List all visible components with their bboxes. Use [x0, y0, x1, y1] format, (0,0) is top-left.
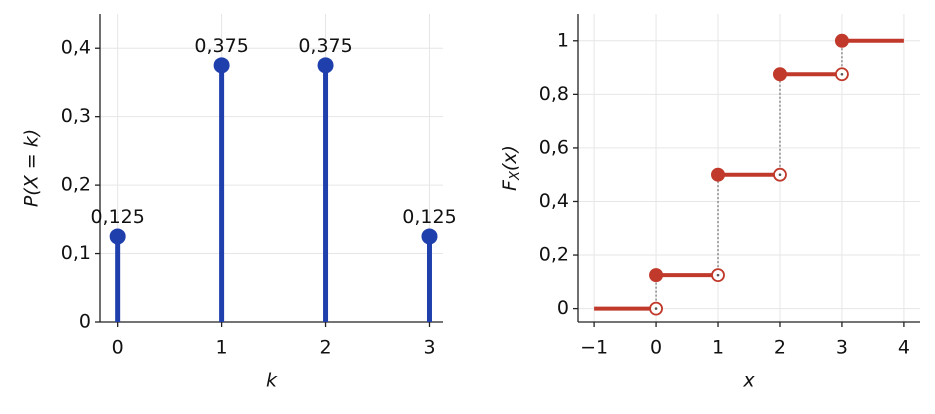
y-tick-label: 0,4	[539, 190, 569, 212]
stem-head	[317, 57, 334, 74]
y-label-sub: X	[508, 170, 523, 181]
y-tick-label: 0,2	[61, 174, 91, 196]
x-tick-label: 0	[112, 337, 124, 359]
y-tick-label: 0,4	[61, 37, 91, 59]
y-tick-label: 0,1	[61, 242, 91, 264]
x-tick-label: 2	[774, 337, 786, 359]
x-tick-label: −1	[580, 337, 608, 359]
x-tick-label: 0	[650, 337, 662, 359]
x-tick-label: 4	[898, 337, 910, 359]
value-label: 0,375	[194, 35, 248, 57]
x-tick-label: 1	[712, 337, 724, 359]
y-tick-label: 0	[79, 311, 91, 333]
y-tick-label: 0,2	[539, 244, 569, 266]
y-label-main: F	[499, 179, 521, 191]
closed-point	[711, 167, 726, 182]
open-point-dot	[654, 307, 658, 310]
closed-point	[649, 268, 664, 283]
y-tick-label: 0,3	[61, 105, 91, 127]
x-tick-label: 3	[836, 337, 848, 359]
open-point-dot	[840, 72, 844, 76]
y-tick-label: 1	[557, 29, 569, 51]
open-point-dot	[778, 173, 782, 176]
x-tick-label: 1	[216, 337, 228, 359]
open-point-dot	[716, 273, 720, 277]
stem-head	[213, 57, 230, 74]
x-tick-label: 3	[423, 337, 435, 359]
stem-head	[421, 228, 438, 245]
stem-head	[109, 228, 126, 245]
x-axis-label: k	[266, 370, 278, 392]
closed-point	[834, 33, 849, 48]
x-tick-label: 2	[320, 337, 332, 359]
y-axis-label: P(X = k)	[21, 129, 43, 207]
value-label: 0,125	[402, 206, 456, 228]
y-tick-label: 0,8	[539, 83, 569, 105]
x-axis-label: x	[742, 370, 755, 392]
closed-point	[772, 67, 787, 82]
value-label: 0,125	[90, 206, 144, 228]
y-axis-label: FX(x)	[499, 145, 523, 191]
y-label-rest: (x)	[499, 145, 521, 171]
y-tick-label: 0	[557, 297, 569, 319]
y-tick-label: 0,6	[539, 136, 569, 158]
value-label: 0,375	[298, 35, 352, 57]
